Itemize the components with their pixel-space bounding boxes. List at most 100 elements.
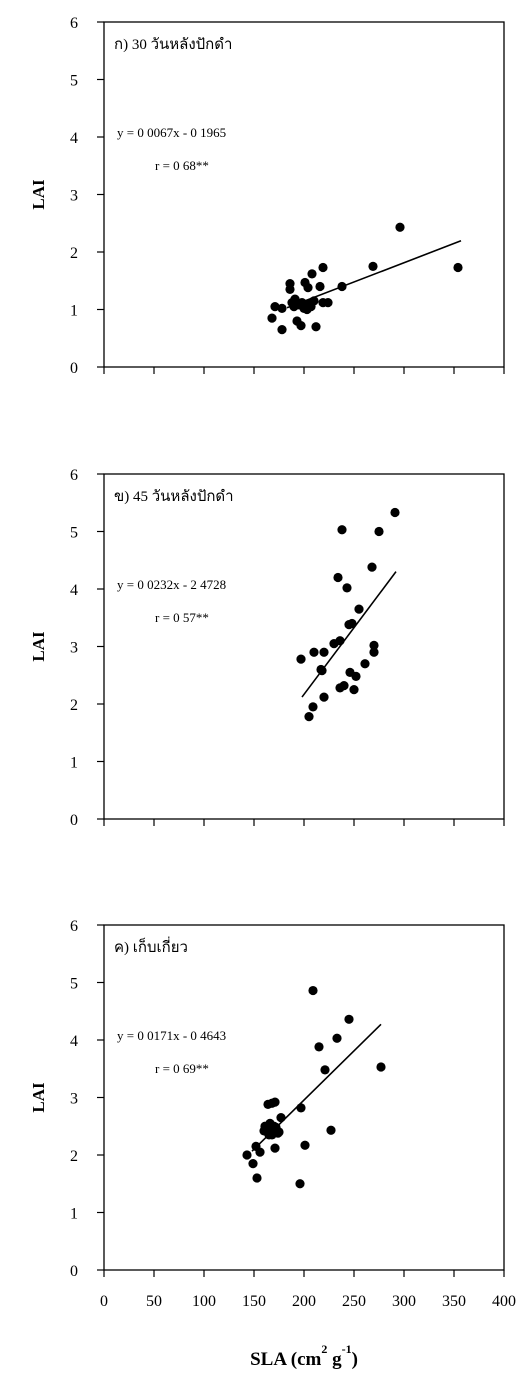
data-point [308, 702, 318, 712]
x-tick-label: 100 [192, 1293, 216, 1310]
y-tick-label: 5 [70, 73, 78, 90]
data-point [360, 659, 370, 669]
data-point [255, 1147, 265, 1157]
data-point [320, 1065, 330, 1075]
panel-label: ก) 30 วันหลังปักดำ [114, 36, 232, 53]
data-point [374, 526, 384, 537]
y-tick-label: 4 [70, 1033, 78, 1050]
data-point [323, 298, 333, 308]
data-point [339, 681, 349, 691]
data-point [337, 525, 347, 535]
data-point [296, 654, 306, 664]
y-tick-label: 2 [70, 1148, 78, 1165]
plot-frame [103, 21, 505, 368]
x-axis-label-part: g [327, 1349, 342, 1370]
data-point [395, 222, 405, 232]
data-point [337, 281, 347, 292]
y-tick-label: 0 [70, 812, 78, 829]
y-tick-label: 4 [70, 130, 78, 147]
y-tick-label: 5 [70, 976, 78, 993]
data-point [347, 618, 357, 629]
data-point [349, 685, 359, 695]
correlation-coefficient: r = 0 68** [155, 158, 209, 173]
data-point [307, 269, 317, 279]
data-point [252, 1173, 262, 1183]
data-point [274, 1127, 284, 1137]
data-point [277, 325, 287, 335]
y-tick-label: 3 [70, 640, 78, 657]
data-point [309, 296, 319, 306]
data-point [317, 666, 327, 676]
data-point [332, 1033, 342, 1043]
data-point [333, 572, 343, 583]
x-axis-label-part: ) [352, 1349, 358, 1370]
data-point [248, 1159, 258, 1169]
y-tick-label: 2 [70, 697, 78, 714]
x-tick-label: 250 [342, 1293, 366, 1310]
y-tick-label: 4 [70, 582, 78, 599]
y-tick-label: 6 [70, 15, 78, 32]
y-tick-label: 1 [70, 303, 78, 320]
y-tick-label: 6 [70, 467, 78, 484]
data-point [300, 1140, 310, 1150]
data-point [453, 262, 463, 273]
data-point [311, 322, 321, 332]
chart-panel: 0 1 2 3 4 5 6 LAI ก) 30 วันหลังปักดำ y = 0 0067x … [29, 15, 505, 377]
y-tick-label: 3 [70, 188, 78, 205]
chart-panel: 0 1 2 3 4 5 6 LAI ข) 45 วันหลังปักดำ y = 0 0232x … [29, 467, 505, 829]
data-point [276, 1113, 286, 1123]
data-point [390, 507, 400, 518]
data-point [368, 261, 378, 271]
data-point [267, 313, 277, 323]
data-point [309, 647, 319, 657]
regression-equation: y = 0 0232x - 2 4728 [117, 577, 226, 592]
data-point [270, 1097, 280, 1107]
data-point [296, 1103, 306, 1113]
data-point [285, 284, 295, 294]
data-point [335, 636, 345, 646]
x-tick-label: 150 [242, 1293, 266, 1310]
data-point [344, 1014, 354, 1024]
data-point [296, 321, 306, 331]
data-point [342, 583, 352, 593]
y-tick-label: 5 [70, 525, 78, 542]
y-axis-label: LAI [29, 179, 48, 210]
data-point [295, 1179, 305, 1189]
x-tick-label: 300 [392, 1293, 416, 1310]
x-axis-label-part: SLA (cm [250, 1349, 321, 1370]
y-tick-label: 2 [70, 245, 78, 262]
data-point [319, 647, 329, 657]
y-tick-label: 1 [70, 755, 78, 772]
data-point [326, 1125, 336, 1135]
x-tick-label: 200 [292, 1293, 316, 1310]
plot-frame [103, 924, 505, 1271]
data-point [369, 647, 379, 657]
x-axis-label: SLA (cm2 g-1) [250, 1342, 358, 1370]
data-point [376, 1062, 386, 1072]
data-point [303, 283, 313, 293]
x-tick-label: 0 [100, 1293, 108, 1310]
y-tick-label: 0 [70, 360, 78, 377]
data-point [315, 281, 325, 292]
data-point [351, 671, 361, 682]
regression-line [301, 571, 397, 698]
plot-frame [103, 473, 505, 820]
data-point [318, 262, 328, 273]
data-point [354, 604, 364, 614]
x-tick-label: 50 [146, 1293, 162, 1310]
regression-equation: y = 0 0067x - 0 1965 [117, 125, 226, 140]
data-point [308, 985, 318, 996]
x-axis-label-part: 2 [321, 1342, 327, 1356]
chart-panel: 0 1 2 3 4 5 6 0 50 100 150 200 250 300 350 400 LAI ค) เก็… [29, 918, 516, 1370]
data-point [270, 1143, 280, 1153]
regression-equation: y = 0 0171x - 0 4643 [117, 1028, 226, 1043]
x-tick-label: 350 [442, 1293, 466, 1310]
y-tick-label: 1 [70, 1206, 78, 1223]
data-point [277, 303, 287, 313]
x-tick-label: 400 [492, 1293, 516, 1310]
data-point [242, 1150, 252, 1160]
panel-label: ค) เก็บเกี่ยว [114, 936, 188, 956]
data-point [314, 1042, 324, 1052]
x-axis-label-part: -1 [342, 1342, 352, 1356]
